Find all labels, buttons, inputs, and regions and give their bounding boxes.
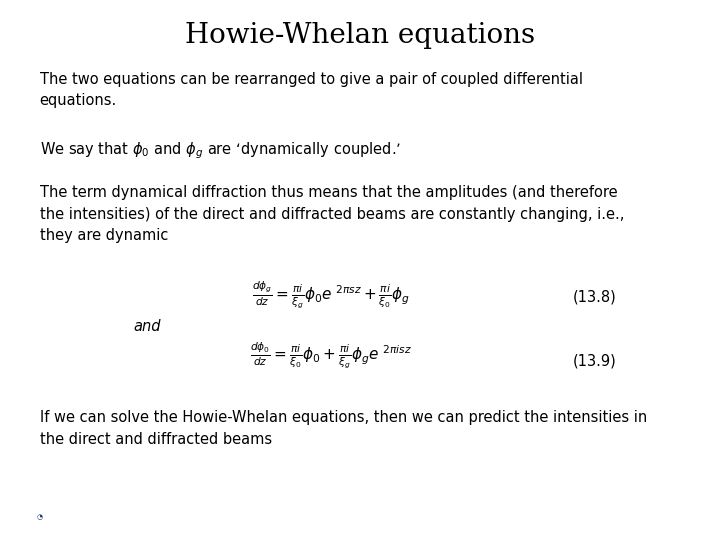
Text: (13.8): (13.8) <box>572 289 616 304</box>
Text: We say that $\phi_0$ and $\phi_g$ are ‘dynamically coupled.’: We say that $\phi_0$ and $\phi_g$ are ‘d… <box>40 141 401 161</box>
Text: SINTEF: SINTEF <box>83 510 138 524</box>
Text: and: and <box>133 319 161 334</box>
Text: Technology for a better society: Technology for a better society <box>518 510 720 524</box>
Circle shape <box>0 511 133 523</box>
Text: (13.9): (13.9) <box>572 353 616 368</box>
Text: $\frac{d\phi_0}{dz} = \frac{\pi i}{\xi_0}\phi_0 + \frac{\pi i}{\xi_g}\phi_g e^{\: $\frac{d\phi_0}{dz} = \frac{\pi i}{\xi_0… <box>251 341 412 371</box>
Text: If we can solve the Howie-Whelan equations, then we can predict the intensities : If we can solve the Howie-Whelan equatio… <box>40 410 647 447</box>
Text: 18: 18 <box>678 510 695 524</box>
Text: ◔: ◔ <box>37 514 42 520</box>
Text: The two equations can be rearranged to give a pair of coupled differential
equat: The two equations can be rearranged to g… <box>40 72 582 108</box>
Text: $\frac{d\phi_g}{dz} = \frac{\pi i}{\xi_g}\phi_0 e^{\ 2\pi s z} +\frac{\pi i}{\xi: $\frac{d\phi_g}{dz} = \frac{\pi i}{\xi_g… <box>252 279 410 310</box>
Text: The term dynamical diffraction thus means that the amplitudes (and therefore
the: The term dynamical diffraction thus mean… <box>40 185 624 244</box>
Text: Howie-Whelan equations: Howie-Whelan equations <box>185 22 535 49</box>
